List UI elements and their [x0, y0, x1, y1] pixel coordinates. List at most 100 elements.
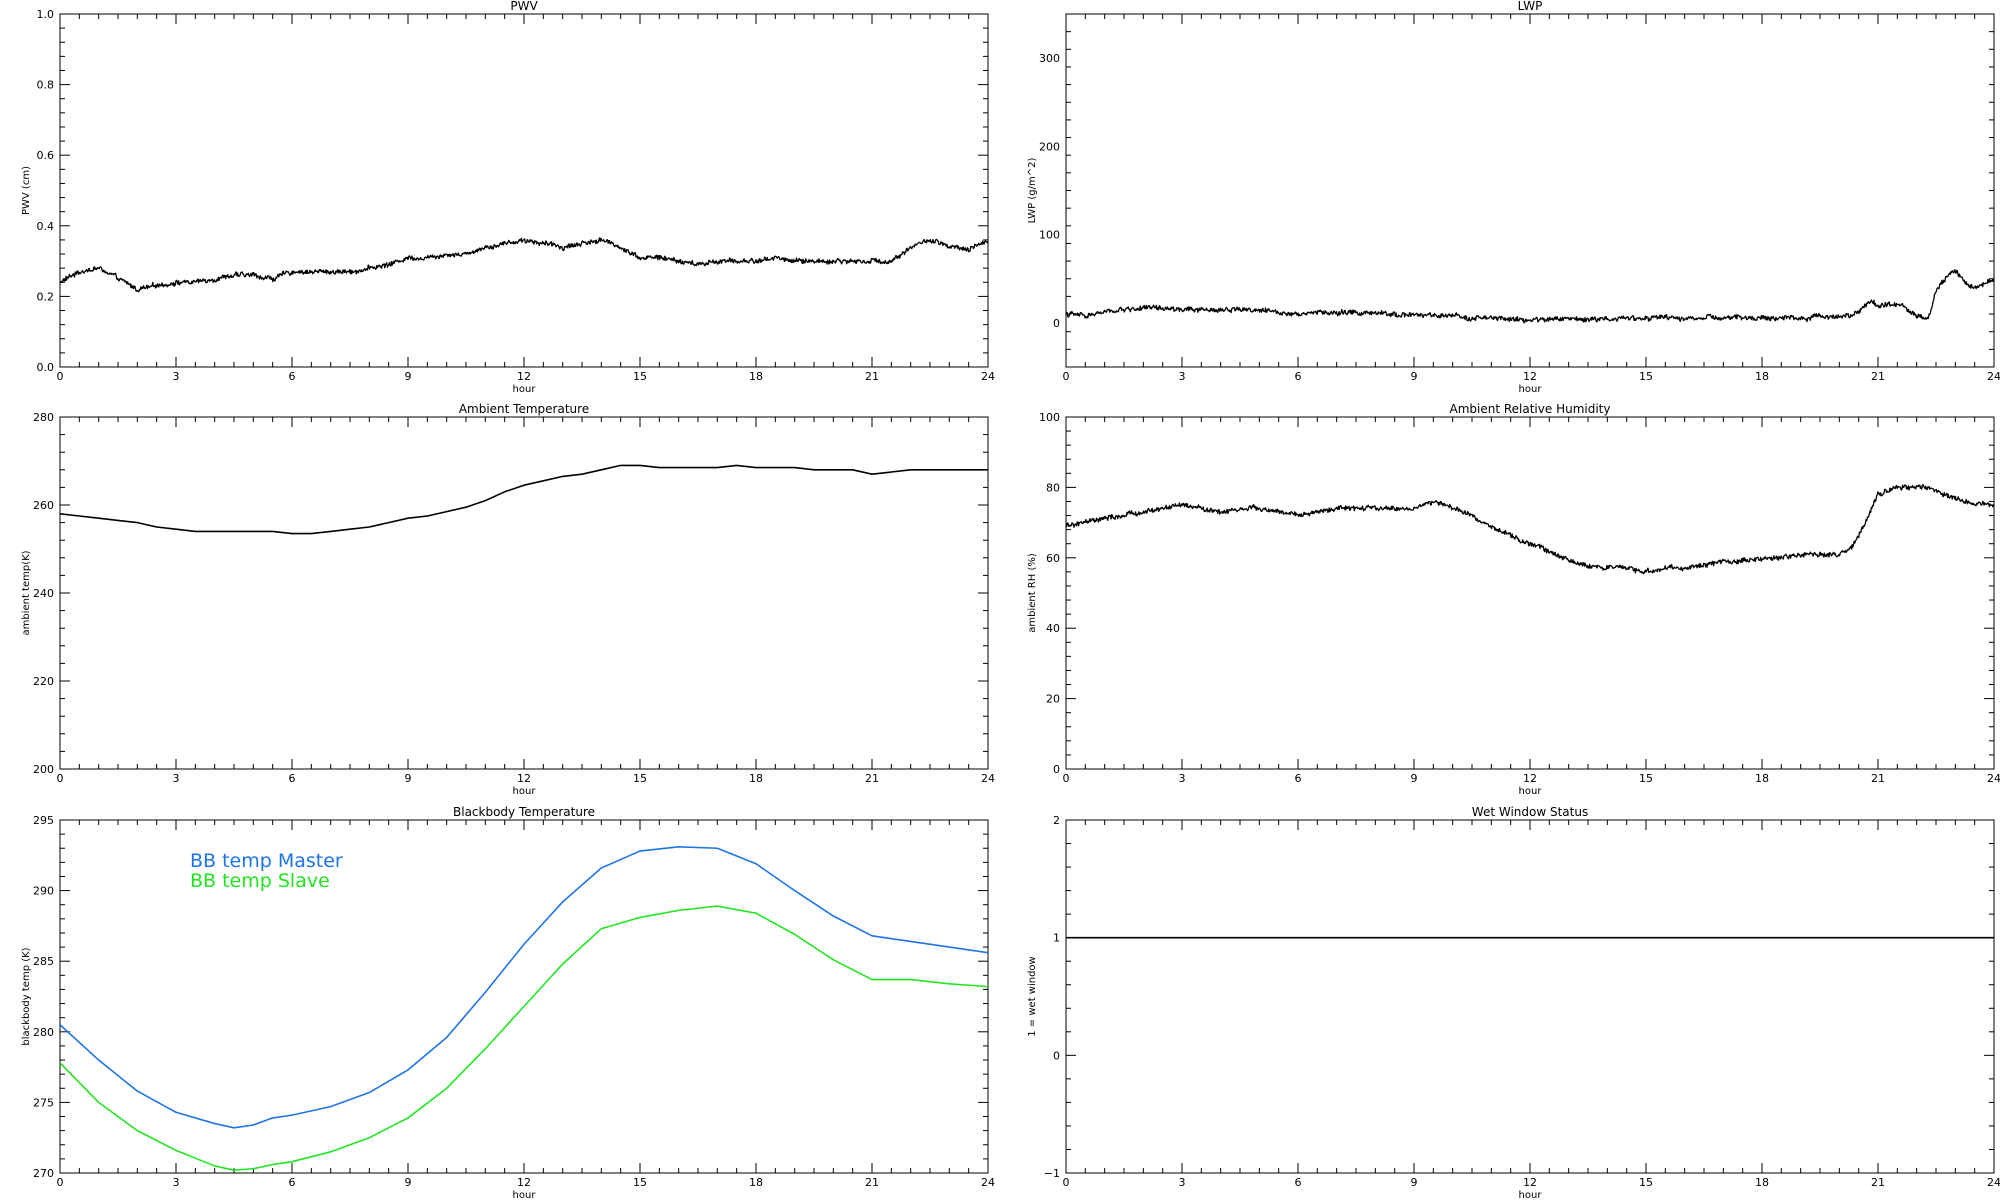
x-tick-label: 21: [865, 1176, 879, 1189]
y-axis-label: PWV (cm): [21, 166, 32, 215]
x-tick-label: 0: [1063, 370, 1070, 383]
series-line: [60, 846, 988, 1129]
x-tick-label: 24: [1987, 1176, 2000, 1189]
x-tick-label: 24: [1987, 370, 2000, 383]
x-tick-label: 15: [1639, 772, 1653, 785]
x-tick-label: 21: [865, 370, 879, 383]
x-tick-label: 15: [1639, 370, 1653, 383]
x-tick-label: 9: [1411, 772, 1418, 785]
y-axis-label: 1 = wet window: [1027, 956, 1038, 1036]
panel-ambient-temperature: Ambient Temperature 0 3 6 9 12 15 18 21 24 200 220 2…: [21, 402, 995, 797]
chart-title: Ambient Temperature: [459, 402, 589, 416]
x-tick-label: 0: [1063, 1176, 1070, 1189]
y-tick-label: 0.2: [37, 290, 55, 303]
y-tick-label: 300: [1039, 52, 1060, 65]
y-tick-label: 260: [33, 499, 54, 512]
x-tick-label: 0: [57, 1176, 64, 1189]
y-tick-label: 20: [1046, 693, 1060, 706]
y-tick-label: 1.0: [37, 8, 55, 21]
series-line: [60, 464, 988, 535]
x-tick-label: 6: [1295, 772, 1302, 785]
x-axis-label: hour: [1519, 384, 1543, 395]
series-line: [1066, 268, 1994, 324]
x-tick-label: 9: [405, 772, 412, 785]
x-tick-label: 3: [173, 370, 180, 383]
y-tick-label: 285: [33, 955, 54, 968]
x-tick-label: 6: [289, 1176, 296, 1189]
x-tick-label: 21: [865, 772, 879, 785]
x-tick-label: 18: [749, 1176, 763, 1189]
series-line: [1066, 484, 1994, 575]
x-tick-label: 24: [981, 370, 995, 383]
y-tick-label: 2: [1053, 814, 1060, 827]
x-tick-label: 12: [517, 370, 531, 383]
plot-frame: [59, 13, 989, 368]
x-tick-label: 6: [1295, 370, 1302, 383]
x-tick-label: 12: [517, 1176, 531, 1189]
y-tick-label: 80: [1046, 481, 1060, 494]
x-tick-label: 9: [405, 1176, 412, 1189]
x-tick-label: 6: [289, 772, 296, 785]
plot-frame: [1065, 819, 1995, 1174]
x-tick-label: 15: [633, 1176, 647, 1189]
y-tick-label: 280: [33, 411, 54, 424]
chart-title: Wet Window Status: [1472, 805, 1588, 819]
plot-frame: [1065, 416, 1995, 770]
x-tick-label: 6: [289, 370, 296, 383]
x-tick-label: 3: [173, 772, 180, 785]
x-tick-label: 0: [57, 370, 64, 383]
x-tick-label: 24: [1987, 772, 2000, 785]
x-tick-label: 3: [1179, 1176, 1186, 1189]
x-tick-label: 12: [1523, 1176, 1537, 1189]
x-tick-label: 24: [981, 1176, 995, 1189]
y-tick-label: 275: [33, 1096, 54, 1109]
x-tick-label: 3: [1179, 772, 1186, 785]
series-line: [60, 905, 988, 1171]
x-tick-label: 15: [633, 772, 647, 785]
x-tick-label: 6: [1295, 1176, 1302, 1189]
x-tick-label: 15: [1639, 1176, 1653, 1189]
y-tick-label: 290: [33, 885, 54, 898]
x-tick-label: 9: [1411, 1176, 1418, 1189]
x-tick-label: 0: [1063, 772, 1070, 785]
y-tick-label: 0.8: [37, 79, 55, 92]
y-tick-label: 220: [33, 675, 54, 688]
x-tick-label: 12: [1523, 772, 1537, 785]
x-tick-label: 0: [57, 772, 64, 785]
x-tick-label: 24: [981, 772, 995, 785]
y-tick-label: 280: [33, 1026, 54, 1039]
x-tick-label: 12: [1523, 370, 1537, 383]
y-tick-label: 0.0: [37, 361, 55, 374]
y-tick-label: 0: [1053, 1049, 1060, 1062]
y-tick-label: −1: [1044, 1167, 1060, 1180]
panel-ambient-relative-humidity: Ambient Relative Humidity 0 3 6 9 12 15 18 21 24 0…: [1027, 402, 2000, 797]
x-tick-label: 15: [633, 370, 647, 383]
panel-pwv: PWV 0 3 6 9 12 15 18 21 24 0.0 0.2 0.4 0.6 0.8 1.0 hour P…: [21, 0, 995, 395]
y-tick-label: 0: [1053, 317, 1060, 330]
y-tick-label: 295: [33, 814, 54, 827]
y-axis-label: LWP (g/m^2): [1027, 158, 1038, 224]
panel-lwp: LWP 0 3 6 9 12 15 18 21 24 0 100 200 300 hour LWP (g/m^…: [1027, 0, 2000, 395]
x-tick-label: 9: [405, 370, 412, 383]
x-tick-label: 21: [1871, 772, 1885, 785]
y-tick-label: 100: [1039, 229, 1060, 242]
y-axis-label: ambient temp(K): [21, 550, 32, 635]
y-tick-label: 1: [1053, 932, 1060, 945]
chart-title: LWP: [1518, 0, 1543, 13]
x-axis-label: hour: [513, 786, 537, 797]
y-tick-label: 60: [1046, 552, 1060, 565]
y-tick-label: 100: [1039, 411, 1060, 424]
y-tick-label: 40: [1046, 622, 1060, 635]
series-line: [60, 237, 988, 293]
x-tick-label: 18: [1755, 370, 1769, 383]
x-tick-label: 12: [517, 772, 531, 785]
legend-entry: BB temp Slave: [190, 870, 330, 892]
chart-title: PWV: [510, 0, 538, 13]
y-tick-label: 200: [33, 763, 54, 776]
x-tick-label: 18: [1755, 772, 1769, 785]
legend-entry: BB temp Master: [190, 850, 343, 872]
x-axis-label: hour: [513, 1190, 537, 1200]
y-tick-label: 0.4: [37, 220, 55, 233]
panel-blackbody-temperature: Blackbody Temperature 0 3 6 9 12 15 18 21 24 270 27…: [21, 805, 995, 1200]
